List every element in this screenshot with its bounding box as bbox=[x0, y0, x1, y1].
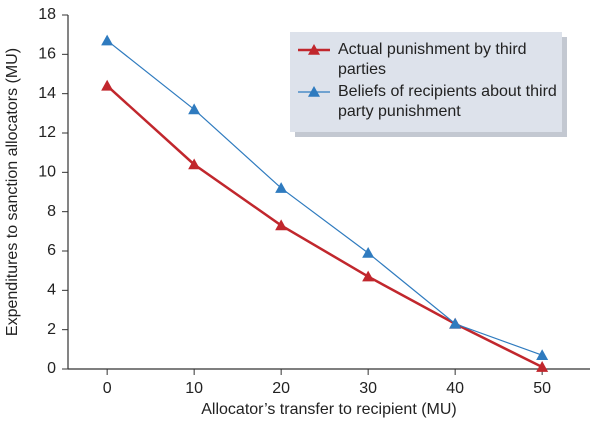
x-tick-label: 30 bbox=[359, 380, 377, 397]
y-axis-label: Expenditures to sanction allocators (MU) bbox=[4, 48, 21, 336]
legend-key bbox=[298, 44, 330, 55]
data-point bbox=[536, 361, 549, 372]
series-line bbox=[106, 84, 543, 369]
data-point bbox=[449, 317, 462, 329]
data-point bbox=[101, 34, 114, 46]
data-point bbox=[275, 219, 288, 231]
data-point bbox=[536, 349, 549, 361]
legend: Actual punishment by third parties Belief… bbox=[290, 32, 562, 132]
y-tick-label: 18 bbox=[38, 6, 56, 23]
legend-key bbox=[298, 86, 330, 97]
y-tick-label: 4 bbox=[47, 282, 56, 299]
y-tick-label: 0 bbox=[47, 360, 56, 377]
data-point bbox=[188, 158, 201, 170]
y-tick-label: 12 bbox=[38, 124, 56, 141]
data-point bbox=[101, 79, 114, 91]
x-tick-label: 10 bbox=[185, 380, 203, 397]
y-tick-label: 16 bbox=[38, 46, 56, 63]
legend-label: Beliefs of recipients about third party … bbox=[338, 83, 557, 120]
legend-marker bbox=[308, 44, 320, 55]
x-tick-label: 0 bbox=[103, 380, 112, 397]
data-point bbox=[362, 270, 375, 282]
x-tick-label: 20 bbox=[272, 380, 290, 397]
data-point bbox=[275, 182, 288, 193]
data-point bbox=[362, 246, 375, 258]
x-axis-label: Allocator’s transfer to recipient (MU) bbox=[201, 401, 457, 418]
legend-entry: Actual punishment by third parties bbox=[290, 40, 562, 80]
legend-entry: Beliefs of recipients about third party … bbox=[290, 82, 562, 122]
y-tick-label: 2 bbox=[47, 321, 56, 338]
y-tick-label: 14 bbox=[38, 85, 56, 102]
y-tick-label: 8 bbox=[47, 203, 56, 220]
legend-marker bbox=[308, 86, 320, 97]
x-tick-label: 50 bbox=[533, 380, 551, 397]
legend-label: Actual punishment by third parties bbox=[338, 41, 527, 78]
x-tick-label: 40 bbox=[446, 380, 464, 397]
series-line bbox=[106, 40, 543, 356]
data-point bbox=[188, 103, 201, 115]
y-tick-label: 6 bbox=[47, 242, 56, 259]
y-tick-label: 10 bbox=[38, 164, 56, 181]
